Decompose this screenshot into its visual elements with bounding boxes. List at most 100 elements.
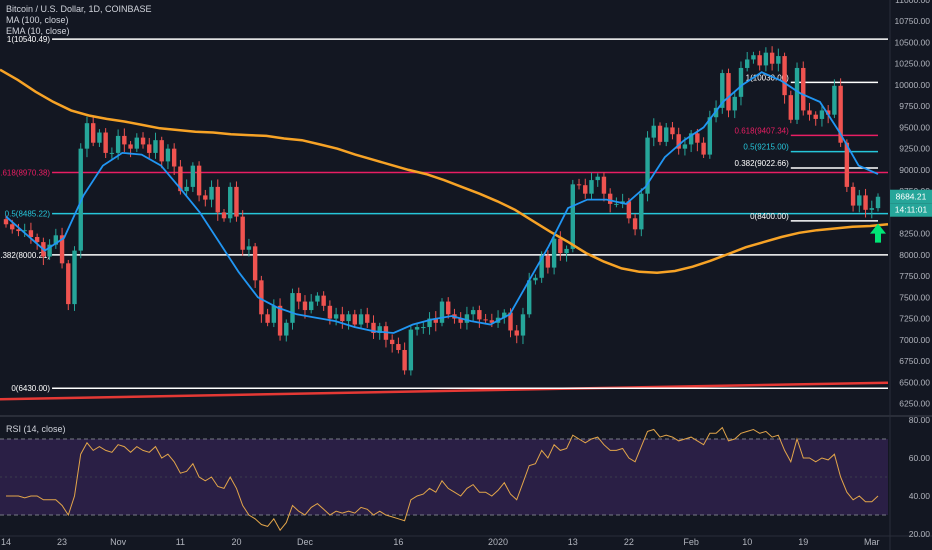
candle-body [122, 135, 127, 145]
symbol-title[interactable]: Bitcoin / U.S. Dollar, 1D, COINBASE [6, 4, 152, 14]
time-tick-label: 2020 [488, 537, 508, 547]
price-tick-label: 9750.00 [899, 101, 930, 111]
price-tick-label: 10500.00 [895, 37, 931, 47]
fib-label-left: 0(6430.00) [11, 384, 50, 393]
candle-body [458, 318, 463, 323]
time-tick-label: 10 [742, 537, 752, 547]
ema10-line [5, 71, 879, 334]
candle-body [433, 318, 438, 323]
candle-body [327, 305, 333, 319]
candle-body [639, 193, 644, 230]
candle-body [240, 216, 245, 250]
candle-body [720, 73, 725, 108]
candle-body [246, 246, 252, 250]
candle-body [664, 127, 669, 142]
candle-body [340, 314, 345, 322]
candle-body [794, 67, 800, 120]
countdown-tag [890, 203, 932, 217]
fib-label-left: 0.5(8485.22) [5, 210, 51, 219]
candle-body [470, 310, 476, 315]
ema-legend[interactable]: EMA (10, close) [6, 26, 70, 36]
price-tick-label: 8000.00 [899, 250, 930, 260]
candle-body [22, 230, 27, 232]
candle-body [838, 85, 843, 143]
ma-legend[interactable]: MA (100, close) [6, 15, 69, 25]
candle-body [676, 134, 681, 149]
last-price-label: 8684.21 [896, 192, 927, 202]
price-tick-label: 8250.00 [899, 229, 930, 239]
candle-body [688, 133, 694, 145]
candle-body [371, 322, 376, 333]
time-tick-label: 23 [57, 537, 67, 547]
price-tick-label: 7000.00 [899, 335, 930, 345]
candle-body [564, 248, 569, 254]
rsi-legend[interactable]: RSI (14, close) [6, 424, 66, 434]
price-tick-label: 9000.00 [899, 165, 930, 175]
candle-body [259, 280, 264, 315]
candle-body [583, 185, 588, 194]
candle-body [527, 280, 532, 315]
time-tick-label: 11 [176, 537, 185, 547]
candle-body [551, 238, 557, 268]
candle-body [695, 133, 700, 143]
fib-label-right: 0.618(9407.34) [735, 126, 790, 135]
candle-body [682, 144, 688, 149]
ma100-line [0, 68, 889, 274]
candle-body [103, 132, 108, 153]
candle-body [875, 196, 881, 209]
candle-body [408, 329, 414, 371]
time-tick-label: 22 [624, 537, 634, 547]
price-tick-label: 11000.00 [895, 0, 930, 5]
rsi-line [6, 426, 879, 532]
candle-body [277, 305, 283, 336]
candle-body [34, 237, 40, 243]
candle-body [228, 186, 233, 219]
candle-body [570, 184, 575, 249]
candle-body [595, 176, 600, 181]
candle-body [813, 114, 818, 119]
candle-body [147, 144, 152, 153]
rsi-tick-label: 80.00 [909, 415, 931, 425]
candle-body [726, 73, 731, 111]
fib-label-right: 0(8400.00) [750, 212, 789, 221]
candle-body [533, 277, 538, 281]
time-tick-label: 14 [1, 537, 11, 547]
candle-body [296, 293, 301, 302]
candle-body [626, 201, 632, 219]
candle-body [589, 180, 594, 194]
candle-body [558, 238, 563, 254]
candle-body [377, 326, 382, 333]
candle-body [16, 229, 21, 232]
candle-body [265, 314, 270, 323]
candle-body [165, 148, 171, 162]
candle-body [651, 125, 656, 138]
candle-body [59, 235, 65, 264]
price-tick-label: 7500.00 [899, 292, 930, 302]
time-tick-label: 19 [798, 537, 808, 547]
candle-body [358, 314, 364, 325]
candle-body [738, 67, 744, 97]
candle-body [477, 310, 482, 320]
price-tick-label: 10750.00 [895, 16, 931, 26]
candle-body [203, 195, 208, 200]
support-trendline [0, 381, 889, 401]
candle-body [128, 144, 133, 149]
price-tick-label: 9250.00 [899, 144, 930, 154]
candle-body [396, 344, 401, 350]
candle-body [832, 85, 837, 115]
candle-body [159, 140, 164, 162]
candle-body [545, 255, 551, 268]
candle-body [576, 184, 582, 186]
up-arrow-icon [870, 223, 886, 243]
price-tick-label: 7250.00 [899, 314, 930, 324]
candle-body [601, 176, 607, 194]
candle-body [178, 166, 183, 192]
candle-body [807, 110, 812, 115]
candle-body [290, 293, 295, 323]
candle-body [645, 137, 650, 194]
candle-body [514, 330, 519, 336]
fib-label-left: 0.382(8000.21) [0, 251, 50, 260]
countdown-label: 14:11:01 [895, 205, 928, 215]
